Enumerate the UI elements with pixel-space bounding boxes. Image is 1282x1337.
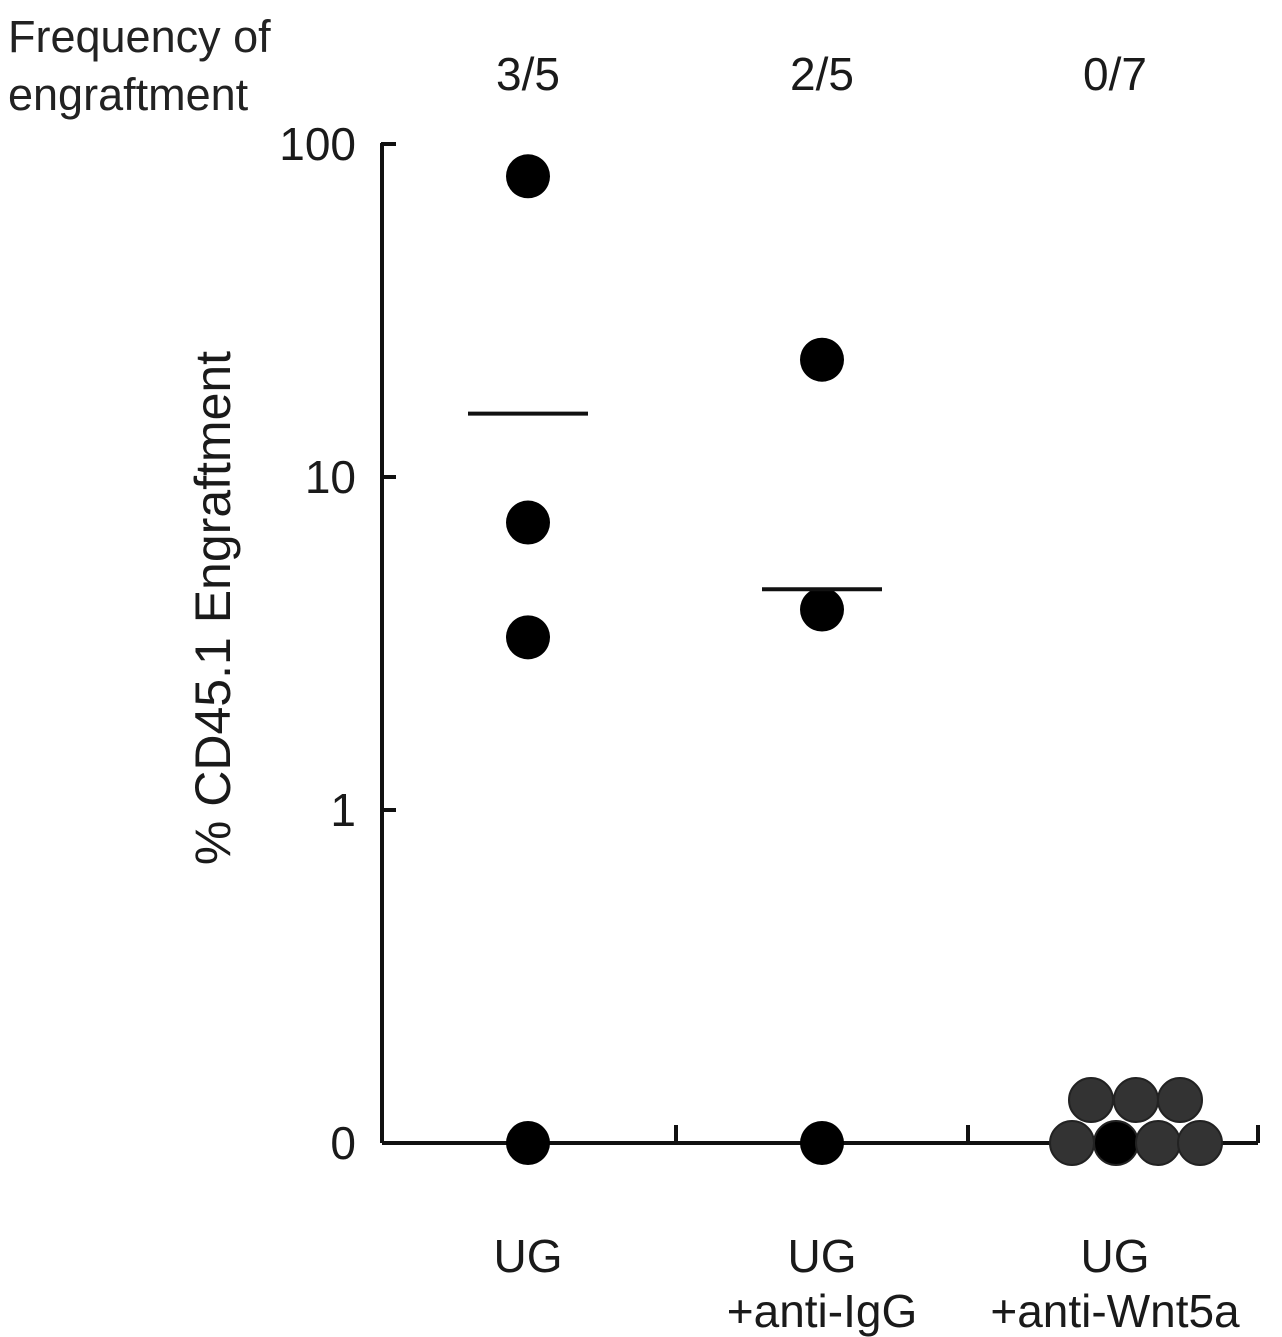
y-tick-label: 0 [330, 1117, 356, 1169]
data-point [1113, 1077, 1159, 1123]
frequency-title-line1: Frequency of [8, 11, 271, 62]
data-point [800, 1121, 844, 1165]
x-tick-label-line2: +anti-Wnt5a [990, 1285, 1240, 1337]
data-point [506, 1121, 550, 1165]
frequency-title: Frequency of engraftment [8, 8, 271, 124]
data-point [800, 587, 844, 632]
frequency-label: 3/5 [496, 48, 560, 100]
data-point [506, 154, 550, 199]
data-point [800, 337, 844, 382]
data-point [1093, 1120, 1139, 1166]
y-tick-label: 100 [279, 118, 356, 170]
data-point [1135, 1120, 1181, 1166]
y-tick-label: 1 [330, 784, 356, 836]
frequency-title-line2: engraftment [8, 69, 249, 120]
data-point [506, 615, 550, 660]
x-tick-label-line2: +anti-IgG [727, 1285, 918, 1337]
data-point [1049, 1120, 1095, 1166]
data-point [1068, 1077, 1114, 1123]
frequency-label: 2/5 [790, 48, 854, 100]
data-point [1177, 1120, 1223, 1166]
y-axis-title: % CD45.1 Engraftment [185, 351, 241, 865]
data-point [1157, 1077, 1203, 1123]
frequency-label: 0/7 [1083, 48, 1147, 100]
x-tick-label: UG [788, 1230, 857, 1282]
x-tick-label: UG [494, 1230, 563, 1282]
y-tick-label: 10 [305, 451, 356, 503]
data-point [506, 500, 550, 545]
x-tick-label: UG [1081, 1230, 1150, 1282]
